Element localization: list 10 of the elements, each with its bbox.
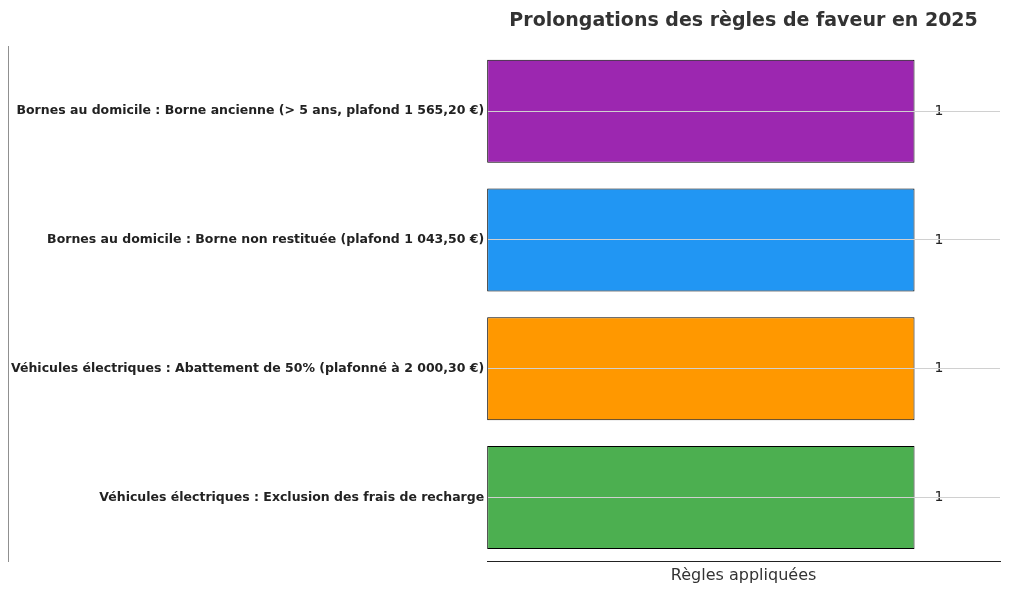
y-tick-label: Bornes au domicile : Borne non restituée (plafond 1 043,50 €) — [47, 231, 485, 247]
data-label: 1 — [934, 488, 944, 505]
y-tick-label: Véhicules électriques : Abattement de 50% (plafonné à 2 000,30 €) — [11, 359, 485, 375]
data-label: 1 — [934, 101, 944, 118]
data-label: 1 — [934, 359, 944, 376]
y-tick-label: Bornes au domicile : Borne ancienne (> 5 ans, plafond 1 565,20 €) — [16, 102, 485, 118]
y-tick-label: Véhicules électriques : Exclusion des frais de recharge — [99, 488, 485, 504]
x-axis-title: Règles appliquées — [670, 564, 817, 584]
chart-title: Prolongations des règles de faveur en 2025 — [509, 8, 978, 31]
data-label: 1 — [934, 230, 944, 247]
